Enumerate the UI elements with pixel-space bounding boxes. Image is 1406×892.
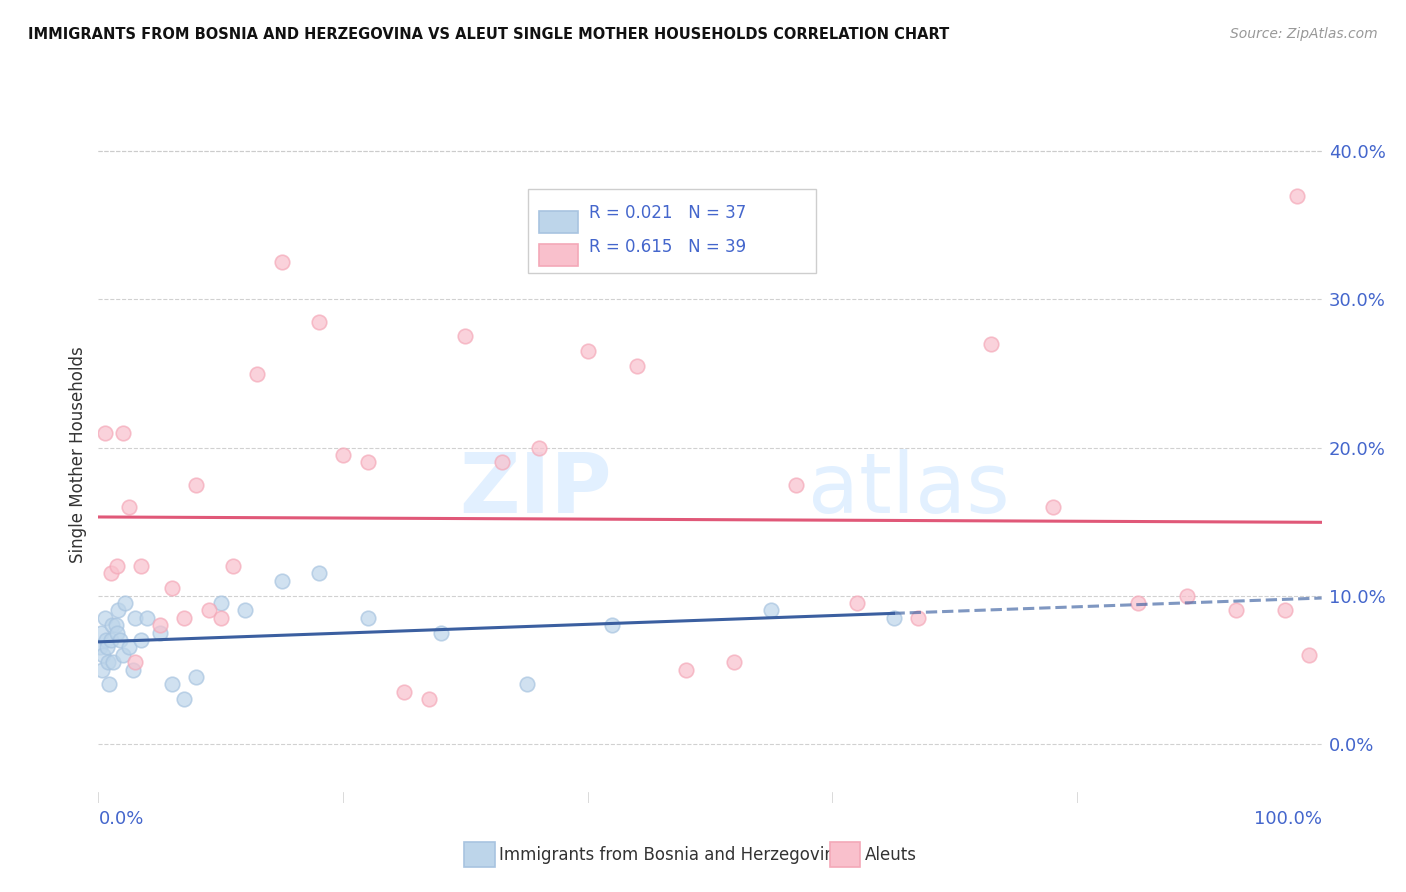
Point (160, 581, 183, 595)
Point (100, 566, 122, 581)
Point (110, 632, 132, 647)
Text: Aleuts: Aleuts (865, 847, 917, 864)
Point (101, 618, 124, 632)
Point (104, 618, 127, 632)
Point (392, 685, 416, 699)
Point (105, 625, 128, 640)
Point (93, 425, 115, 440)
Point (980, 337, 1002, 351)
Text: 100.0%: 100.0% (1254, 810, 1322, 828)
Point (1175, 589, 1198, 603)
Point (332, 448, 354, 462)
Point (785, 477, 807, 491)
Point (527, 441, 550, 455)
Text: Immigrants from Bosnia and Herzegovina: Immigrants from Bosnia and Herzegovina (499, 847, 845, 864)
Point (114, 596, 136, 610)
Point (270, 255, 294, 269)
Point (209, 611, 232, 625)
Point (1274, 603, 1296, 617)
Point (105, 558, 128, 573)
Point (1225, 603, 1247, 617)
Point (121, 663, 143, 677)
Text: atlas: atlas (808, 450, 1010, 530)
Point (516, 677, 538, 691)
Point (356, 611, 378, 625)
Text: R = 0.615   N = 39: R = 0.615 N = 39 (589, 238, 747, 256)
Text: ZIP: ZIP (460, 450, 612, 530)
Text: Source: ZipAtlas.com: Source: ZipAtlas.com (1230, 27, 1378, 41)
Point (356, 455, 378, 469)
Point (308, 566, 330, 581)
Point (675, 663, 697, 677)
Point (129, 632, 152, 647)
Point (1286, 189, 1309, 203)
Point (124, 655, 146, 669)
Point (91, 663, 114, 677)
Text: IMMIGRANTS FROM BOSNIA AND HERZEGOVINA VS ALEUT SINGLE MOTHER HOUSEHOLDS CORRELA: IMMIGRANTS FROM BOSNIA AND HERZEGOVINA V… (28, 27, 949, 42)
Point (136, 611, 159, 625)
Point (160, 677, 183, 691)
Point (907, 611, 929, 625)
Point (1128, 596, 1150, 610)
Point (430, 625, 453, 640)
Point (418, 692, 440, 706)
Point (1042, 500, 1064, 514)
Point (197, 603, 219, 617)
Point (209, 596, 232, 610)
Text: 0.0%: 0.0% (98, 810, 143, 828)
Point (186, 670, 208, 684)
Point (883, 611, 905, 625)
Point (90, 625, 112, 640)
Point (129, 558, 152, 573)
Point (96, 640, 118, 655)
Point (845, 596, 868, 610)
Point (576, 344, 599, 359)
Point (233, 603, 256, 617)
Y-axis label: Single Mother Households: Single Mother Households (69, 347, 87, 563)
Point (600, 618, 623, 632)
Point (723, 655, 745, 669)
Point (173, 611, 195, 625)
Point (100, 632, 122, 647)
Point (626, 359, 648, 373)
Point (246, 367, 269, 381)
Point (89, 640, 111, 655)
Point (124, 611, 146, 625)
Point (149, 618, 172, 632)
Point (761, 603, 783, 617)
Point (454, 329, 477, 343)
Point (118, 500, 141, 514)
Point (91, 648, 114, 662)
Point (101, 655, 124, 669)
Point (1298, 648, 1320, 662)
Point (98, 677, 121, 691)
Point (107, 603, 129, 617)
Point (222, 558, 245, 573)
Point (118, 640, 141, 655)
Text: R = 0.021   N = 37: R = 0.021 N = 37 (589, 204, 747, 222)
Point (149, 625, 172, 640)
Point (173, 692, 195, 706)
Point (111, 425, 134, 440)
Point (186, 477, 208, 491)
Point (94, 632, 117, 647)
Point (97, 655, 120, 669)
Point (111, 648, 134, 662)
Point (93, 611, 115, 625)
Point (270, 574, 294, 588)
Point (491, 455, 513, 469)
Point (308, 315, 330, 329)
